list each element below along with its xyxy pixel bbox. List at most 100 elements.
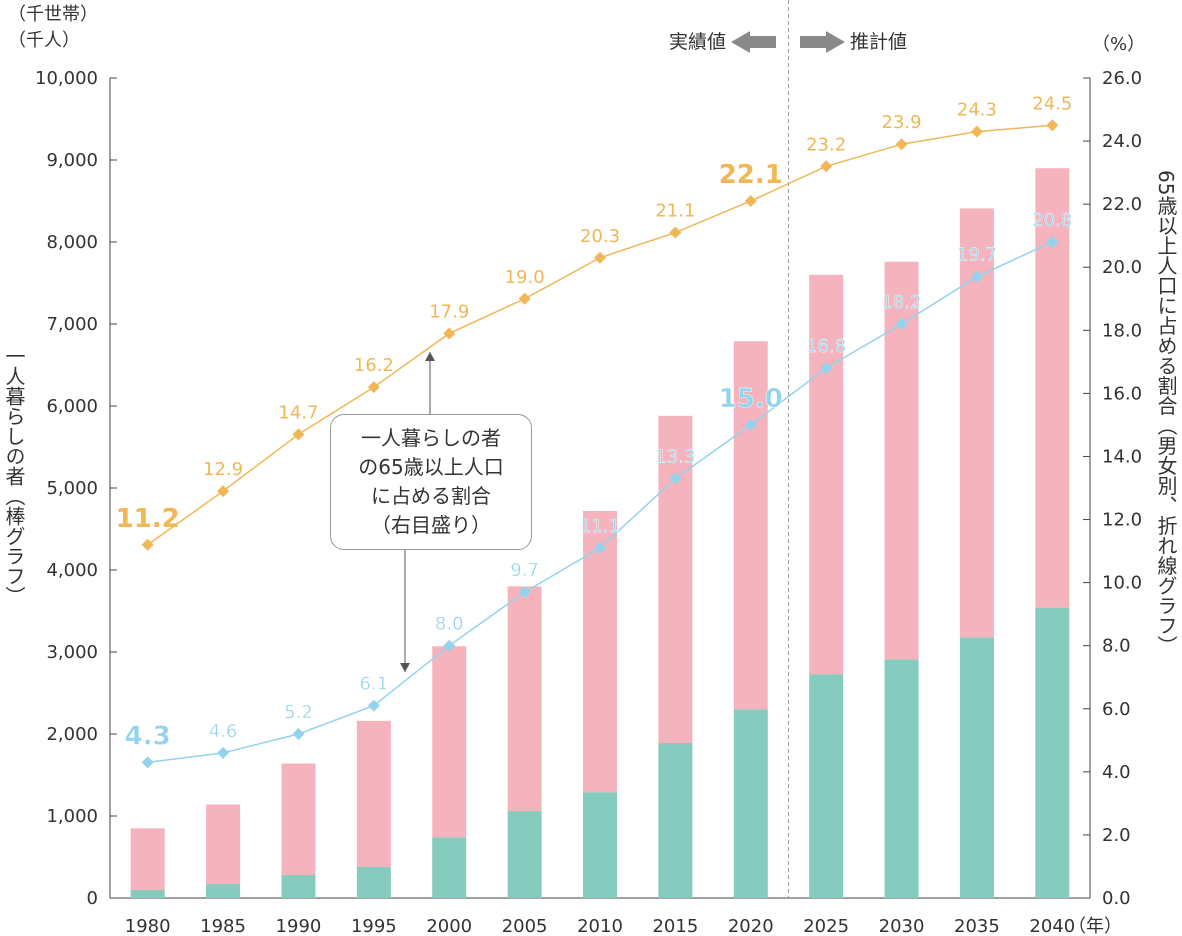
label-male: 8.0 bbox=[435, 614, 464, 635]
left-tick-label: 6,000 bbox=[46, 396, 98, 417]
callout-line: の65歳以上人口 bbox=[358, 455, 504, 479]
point-female bbox=[1046, 119, 1059, 132]
left-tick-label: 7,000 bbox=[46, 314, 98, 335]
point-female bbox=[820, 160, 833, 173]
x-tick-label: 2035 bbox=[954, 916, 1000, 936]
point-male bbox=[970, 270, 983, 283]
projected-label: 推計値 bbox=[850, 31, 907, 53]
callout-line: 一人暮らしの者 bbox=[361, 426, 501, 450]
right-tick-label: 20.0 bbox=[1102, 257, 1142, 278]
x-tick-label: 1995 bbox=[351, 916, 397, 936]
x-tick-label: 2010 bbox=[577, 916, 623, 936]
left-tick-label: 8,000 bbox=[46, 232, 98, 253]
point-female bbox=[141, 538, 154, 551]
point-male bbox=[443, 639, 456, 652]
bar-female bbox=[432, 646, 467, 838]
label-male: 5.2 bbox=[284, 702, 313, 723]
bar-female bbox=[733, 341, 768, 710]
left-axis-title: 一人暮らしの者（棒グラフ） bbox=[2, 346, 26, 606]
point-male bbox=[669, 472, 682, 485]
point-female bbox=[744, 195, 757, 207]
left-tick-label: 10,000 bbox=[35, 68, 98, 89]
point-male bbox=[820, 362, 833, 375]
right-tick-label: 10.0 bbox=[1102, 573, 1142, 594]
x-tick-label: 2030 bbox=[879, 916, 925, 936]
right-tick-label: 12.0 bbox=[1102, 510, 1142, 531]
x-unit: （年） bbox=[1068, 916, 1122, 936]
label-female: 19.0 bbox=[505, 267, 545, 288]
bar-female bbox=[356, 720, 391, 867]
point-male bbox=[1046, 236, 1059, 248]
point-male bbox=[141, 756, 154, 769]
right-axis-title: 65歳以上人口に占める割合（男女別、折れ線グラフ） bbox=[1154, 170, 1178, 656]
right-tick-label: 8.0 bbox=[1102, 636, 1131, 657]
bar-male bbox=[959, 637, 994, 898]
point-male bbox=[895, 318, 908, 330]
label-female: 21.1 bbox=[655, 201, 695, 222]
right-tick-label: 4.0 bbox=[1102, 762, 1131, 783]
bar-male bbox=[432, 837, 467, 898]
label-female: 23.9 bbox=[881, 112, 921, 133]
bar-male bbox=[583, 792, 617, 898]
left-tick-label: 0 bbox=[87, 888, 98, 909]
left-tick-label: 4,000 bbox=[46, 560, 98, 581]
phase-indicator: 実績値 推計値 bbox=[400, 31, 907, 672]
label-female: 24.3 bbox=[957, 100, 997, 121]
point-female bbox=[443, 327, 456, 340]
point-male bbox=[217, 746, 230, 759]
right-tick-label: 16.0 bbox=[1102, 383, 1142, 404]
bar-female bbox=[130, 828, 165, 890]
label-male: 15.0 bbox=[719, 384, 783, 414]
point-female bbox=[895, 138, 908, 151]
right-tick-label: 24.0 bbox=[1102, 131, 1142, 152]
right-tick-label: 22.0 bbox=[1102, 194, 1142, 215]
label-male: 11.1 bbox=[580, 516, 620, 537]
bar-female bbox=[1035, 168, 1070, 608]
point-male bbox=[744, 418, 757, 431]
bar-male bbox=[884, 659, 919, 898]
left-arrow-icon bbox=[731, 31, 776, 53]
label-female: 23.2 bbox=[806, 134, 846, 155]
actual-label: 実績値 bbox=[669, 31, 726, 53]
callout-line: （右目盛り） bbox=[371, 513, 491, 537]
label-male: 4.6 bbox=[209, 721, 238, 742]
left-tick-label: 2,000 bbox=[46, 724, 98, 745]
x-tick-label: 1980 bbox=[125, 916, 171, 936]
left-unit-line: （千世帯） bbox=[8, 4, 98, 25]
point-female bbox=[970, 125, 983, 138]
bar-male bbox=[206, 884, 241, 898]
x-tick-label: 2025 bbox=[803, 916, 849, 936]
left-unit-line: （千人） bbox=[8, 30, 80, 51]
label-male: 4.3 bbox=[125, 721, 171, 751]
label-male: 13.3 bbox=[655, 447, 695, 468]
callout-arrow-down-head bbox=[400, 663, 410, 672]
right-unit: （%） bbox=[1092, 34, 1145, 55]
x-tick-label: 1990 bbox=[276, 916, 322, 936]
callout-line: に占める割合 bbox=[371, 484, 491, 508]
x-tick-label: 1985 bbox=[200, 916, 246, 936]
right-tick-label: 2.0 bbox=[1102, 825, 1131, 846]
label-female: 22.1 bbox=[719, 160, 783, 190]
right-tick-label: 0.0 bbox=[1102, 888, 1131, 909]
bar-female bbox=[583, 510, 617, 793]
left-tick-label: 1,000 bbox=[46, 806, 98, 827]
label-female: 11.2 bbox=[116, 504, 180, 534]
x-tick-label: 2020 bbox=[728, 916, 774, 936]
x-tick-label: 2005 bbox=[502, 916, 548, 936]
right-tick-label: 26.0 bbox=[1102, 68, 1142, 89]
right-tick-label: 6.0 bbox=[1102, 699, 1131, 720]
bar-male bbox=[507, 811, 542, 898]
point-female bbox=[367, 381, 380, 394]
bar-male bbox=[809, 674, 844, 898]
callout-box: 一人暮らしの者 の65歳以上人口 に占める割合 （右目盛り） bbox=[330, 414, 532, 550]
data-labels: 11.2 12.9 14.7 16.2 17.9 19.0 20.3 21.1 22.1 23.2… bbox=[116, 93, 1073, 751]
point-male bbox=[518, 586, 531, 599]
bar-female bbox=[809, 274, 844, 675]
point-female bbox=[292, 428, 305, 441]
x-tick-label: 2040 bbox=[1029, 916, 1075, 936]
bar-female bbox=[281, 763, 316, 876]
lines bbox=[141, 119, 1059, 769]
label-male: 20.8 bbox=[1032, 210, 1072, 231]
point-male bbox=[292, 728, 305, 740]
